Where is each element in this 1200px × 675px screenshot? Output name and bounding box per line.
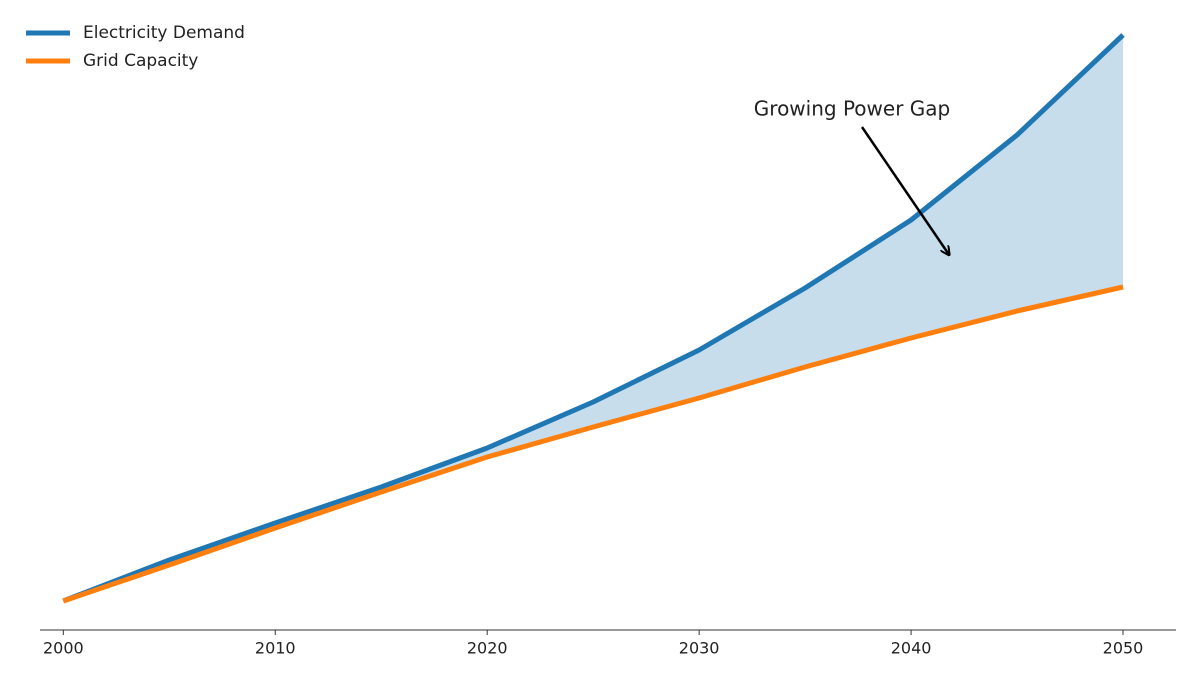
gap-fill: [63, 35, 1124, 601]
line-series: [62, 284, 1124, 604]
x-tick-label: 2040: [891, 639, 932, 658]
annotation-text: Growing Power Gap: [754, 97, 950, 121]
x-tick-label: 2050: [1103, 639, 1144, 658]
legend-label: Grid Capacity: [83, 51, 198, 71]
x-tick-label: 2000: [43, 639, 84, 658]
line-series: [62, 33, 1125, 604]
annotation-arrow: [860, 126, 949, 255]
x-tick-label: 2010: [255, 639, 296, 658]
x-tick-label: 2020: [467, 639, 508, 658]
legend-label: Electricity Demand: [83, 23, 245, 43]
x-tick-label: 2030: [679, 639, 720, 658]
